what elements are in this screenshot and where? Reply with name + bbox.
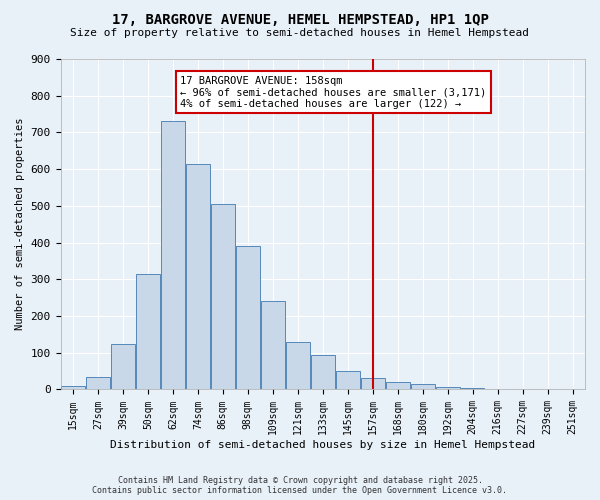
Text: Contains HM Land Registry data © Crown copyright and database right 2025.
Contai: Contains HM Land Registry data © Crown c… <box>92 476 508 495</box>
Bar <box>411 384 434 390</box>
Bar <box>436 386 460 390</box>
X-axis label: Distribution of semi-detached houses by size in Hemel Hempstead: Distribution of semi-detached houses by … <box>110 440 535 450</box>
Bar <box>286 342 310 390</box>
Bar <box>211 204 235 390</box>
Bar <box>461 388 484 390</box>
Bar <box>61 386 85 390</box>
Bar <box>311 354 335 390</box>
Bar <box>236 246 260 390</box>
Text: 17 BARGROVE AVENUE: 158sqm
← 96% of semi-detached houses are smaller (3,171)
4% : 17 BARGROVE AVENUE: 158sqm ← 96% of semi… <box>181 76 487 108</box>
Bar <box>361 378 385 390</box>
Y-axis label: Number of semi-detached properties: Number of semi-detached properties <box>15 118 25 330</box>
Text: Size of property relative to semi-detached houses in Hemel Hempstead: Size of property relative to semi-detach… <box>71 28 530 38</box>
Bar <box>86 376 110 390</box>
Text: 17, BARGROVE AVENUE, HEMEL HEMPSTEAD, HP1 1QP: 17, BARGROVE AVENUE, HEMEL HEMPSTEAD, HP… <box>112 12 488 26</box>
Bar <box>486 388 509 390</box>
Bar <box>261 302 284 390</box>
Bar <box>186 164 210 390</box>
Bar <box>136 274 160 390</box>
Bar <box>336 371 359 390</box>
Bar <box>111 344 135 390</box>
Bar <box>161 122 185 390</box>
Bar <box>386 382 410 390</box>
